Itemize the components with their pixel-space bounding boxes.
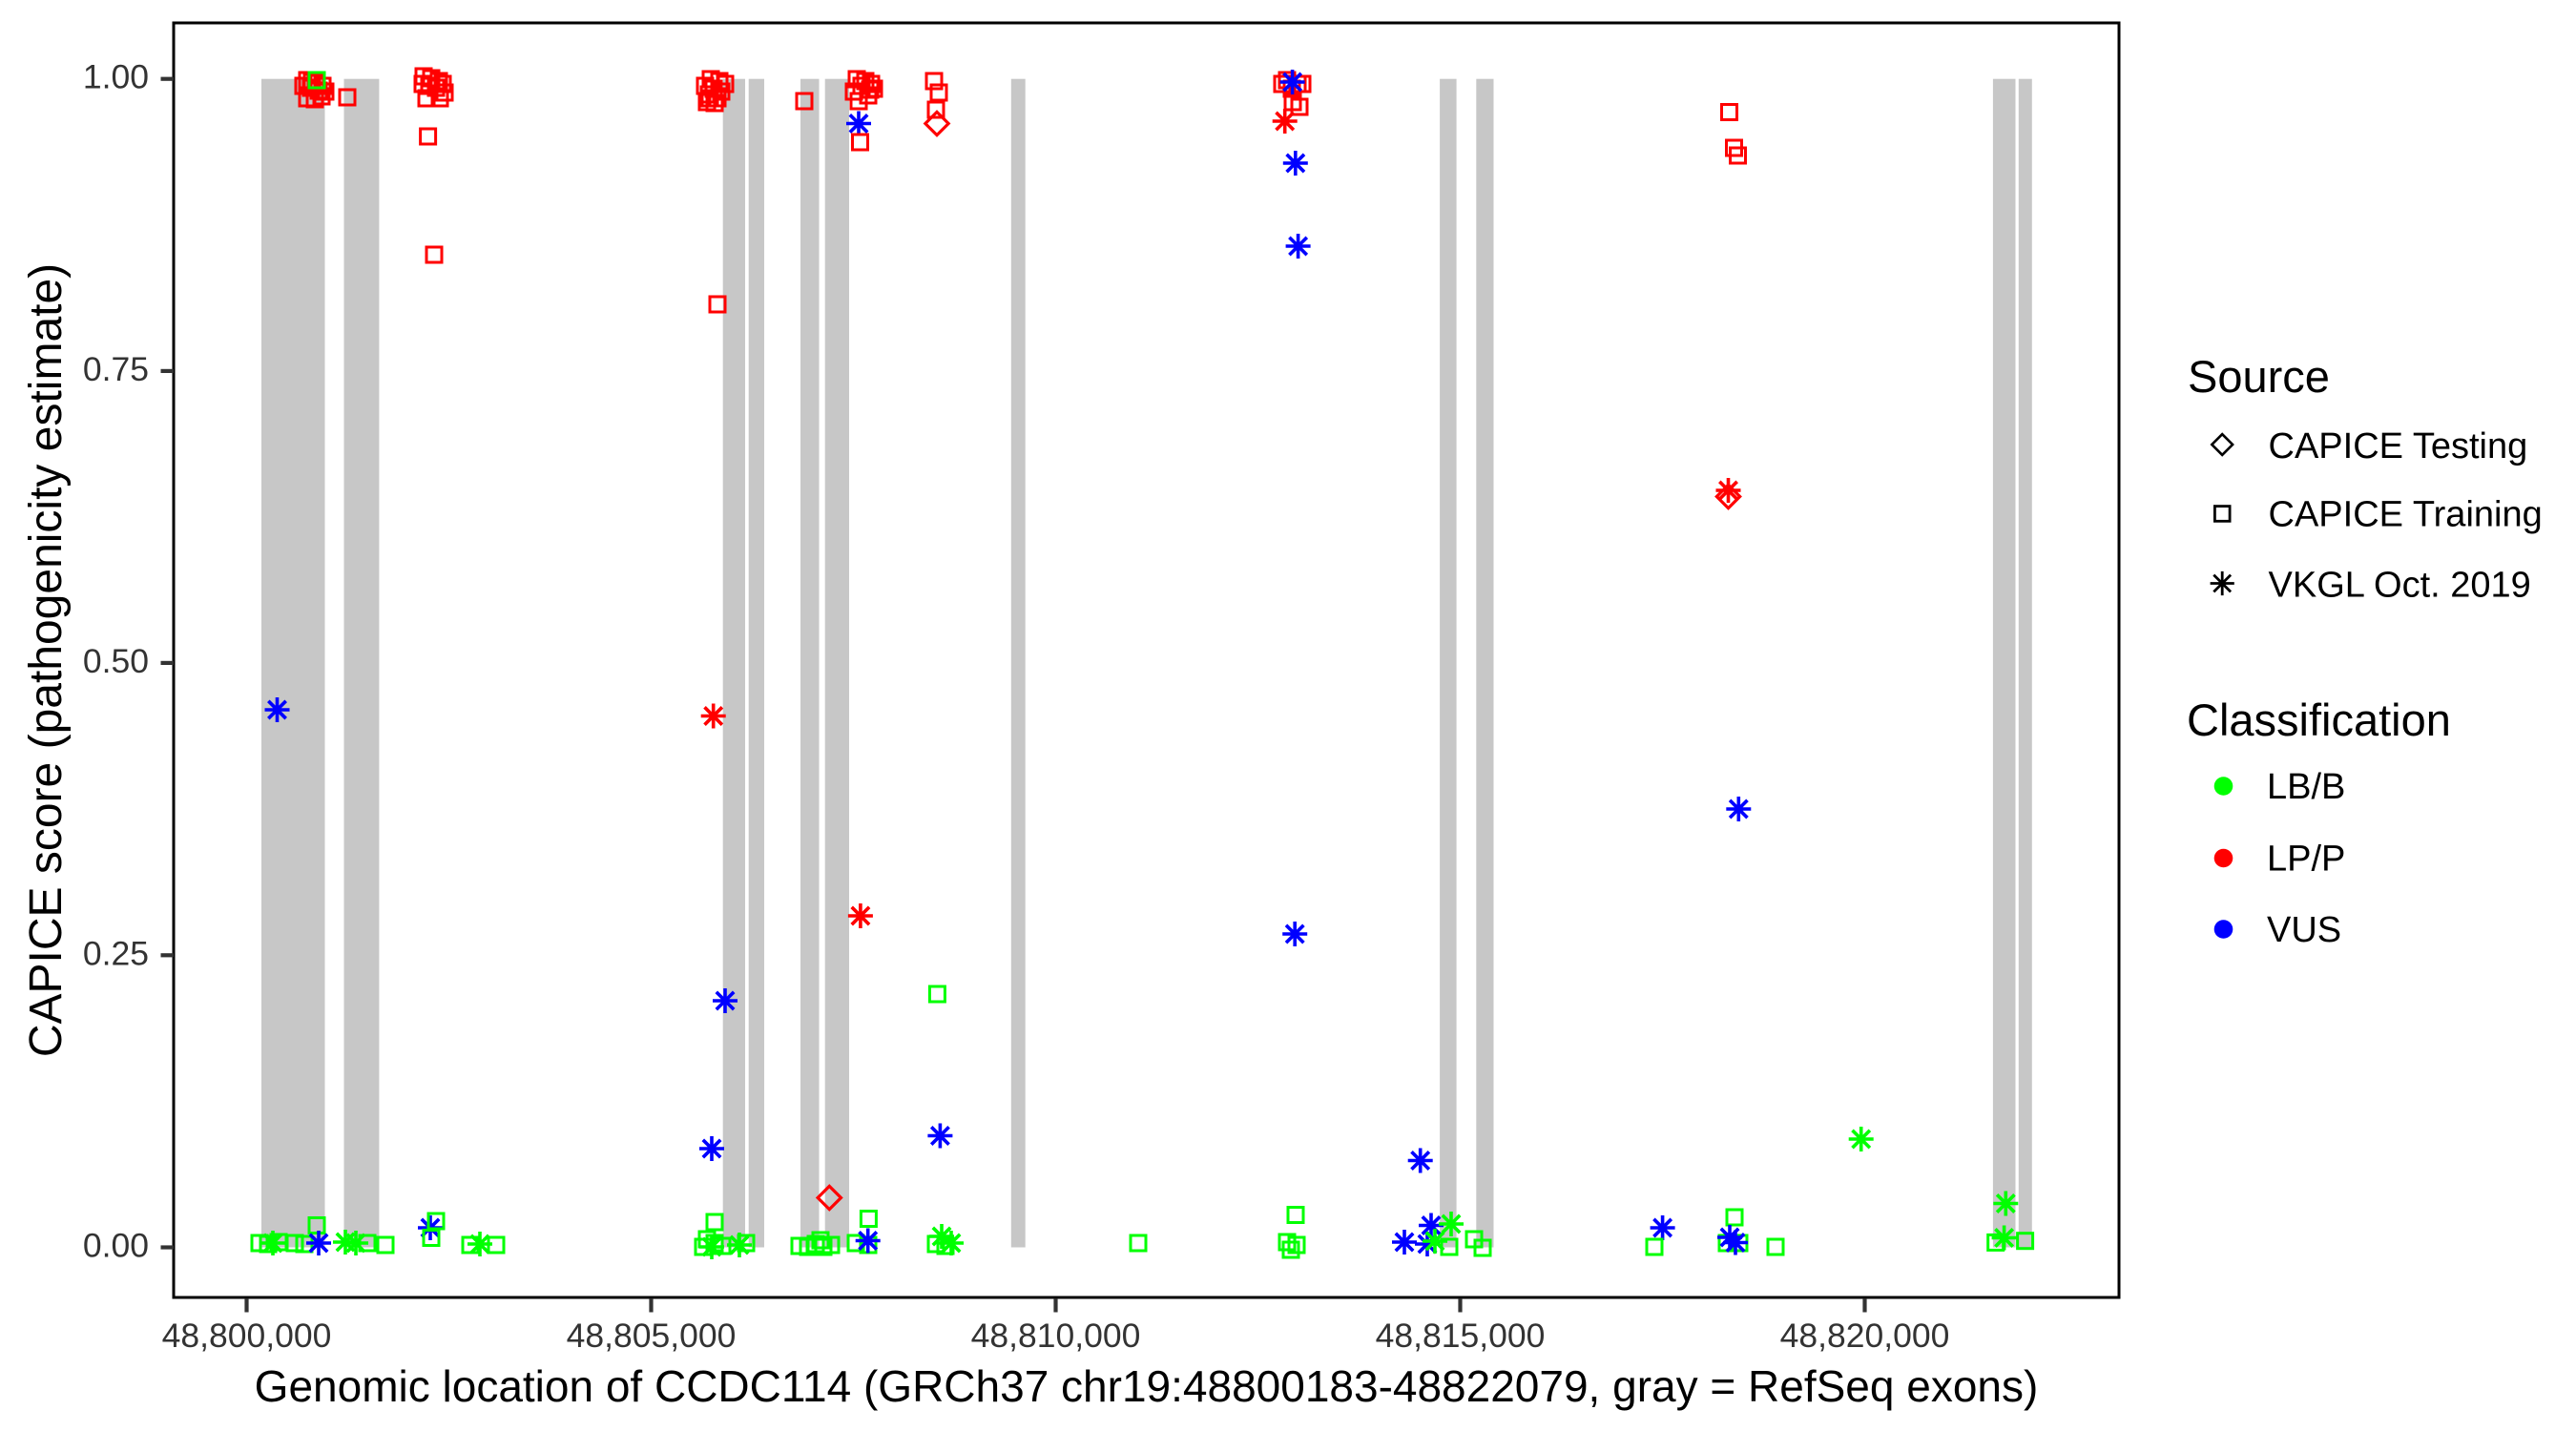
svg-text:CAPICE Testing: CAPICE Testing: [2269, 426, 2528, 467]
svg-text:LB/B: LB/B: [2267, 767, 2345, 807]
svg-text:Source: Source: [2188, 351, 2330, 402]
svg-text:VKGL Oct. 2019: VKGL Oct. 2019: [2269, 566, 2531, 606]
svg-text:48,805,000: 48,805,000: [567, 1317, 737, 1355]
svg-text:LP/P: LP/P: [2267, 840, 2345, 880]
svg-text:1.00: 1.00: [83, 58, 149, 96]
svg-text:CAPICE score (pathogenicity es: CAPICE score (pathogenicity estimate): [21, 263, 72, 1057]
svg-text:CAPICE Training: CAPICE Training: [2269, 495, 2543, 535]
svg-text:0.00: 0.00: [83, 1227, 149, 1265]
svg-text:48,810,000: 48,810,000: [971, 1317, 1141, 1355]
svg-text:Genomic location of CCDC114 (G: Genomic location of CCDC114 (GRCh37 chr1…: [255, 1361, 2039, 1411]
svg-text:Classification: Classification: [2187, 695, 2451, 745]
svg-text:48,800,000: 48,800,000: [162, 1317, 332, 1355]
svg-text:48,815,000: 48,815,000: [1376, 1317, 1546, 1355]
svg-text:0.75: 0.75: [83, 350, 149, 388]
svg-text:0.50: 0.50: [83, 642, 149, 680]
svg-text:VUS: VUS: [2267, 910, 2341, 950]
svg-text:48,820,000: 48,820,000: [1780, 1317, 1950, 1355]
svg-text:0.25: 0.25: [83, 934, 149, 972]
